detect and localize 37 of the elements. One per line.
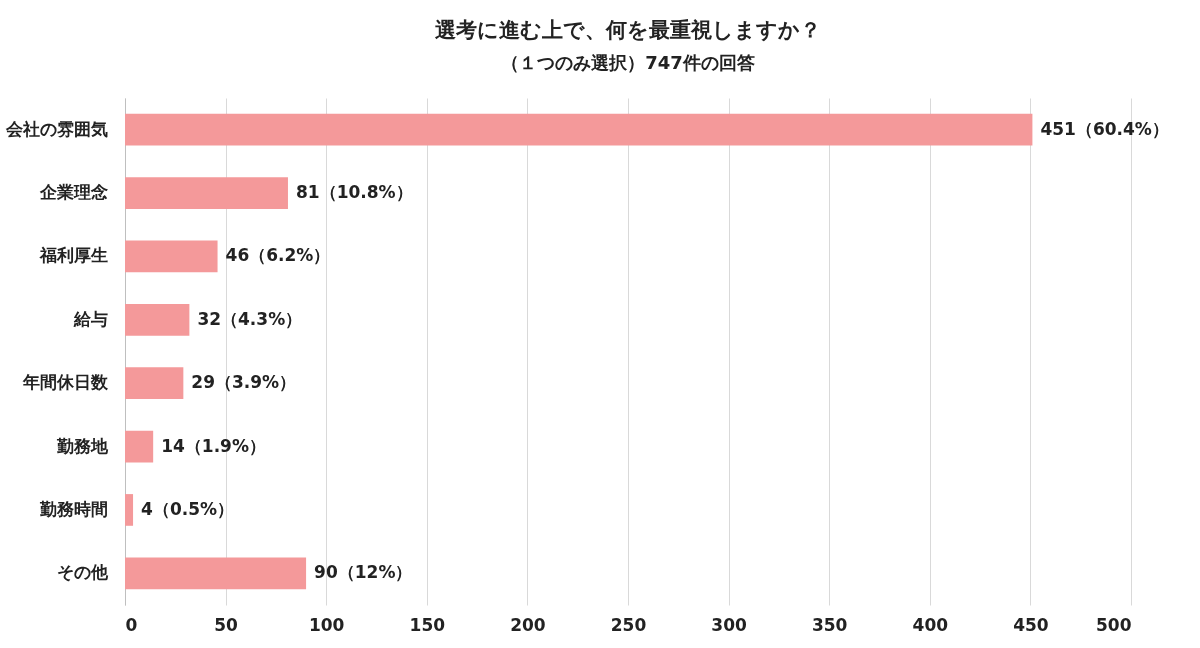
y-tick-label: 福利厚生 [38,245,108,266]
data-label: 46（6.2%） [225,245,331,266]
chart-title: 選考に進む上で、何を最重視しますか？ [435,18,821,42]
x-tick-label: 500 [1096,614,1132,635]
y-tick-label: 勤務地 [55,435,109,456]
data-label: 14（1.9%） [161,435,266,456]
bar [125,177,288,209]
x-tick-label: 400 [912,614,949,635]
data-label: 4（0.5%） [141,498,235,519]
data-label: 29（3.9%） [191,372,297,393]
x-tick-label: 450 [1013,614,1049,635]
x-tick-label: 0 [125,614,138,635]
bar [125,430,154,463]
y-tick-label: 年間休日数 [21,372,109,393]
y-tick-label: 給与 [72,308,108,329]
x-tick-label: 250 [610,614,647,635]
data-label: 451（60.4%） [1040,118,1169,139]
data-label: 32（4.3%） [197,308,303,329]
x-tick-label: 100 [308,614,345,635]
bar [125,494,134,526]
x-tick-label: 200 [510,614,546,635]
y-tick-label: その他 [56,562,109,583]
chart-subtitle: （１つのみ選択）747件の回答 [501,52,755,73]
bar [125,557,307,590]
data-label: 90（12%） [314,562,413,583]
bar [125,367,184,400]
x-tick-label: 350 [811,614,848,635]
y-tick-label: 勤務時間 [38,498,108,519]
y-tick-label: 企業理念 [38,182,108,203]
bar [125,303,190,336]
bar [125,113,1033,146]
x-tick-label: 50 [214,614,239,635]
bar [125,240,218,273]
x-tick-label: 300 [711,614,748,635]
x-tick-label: 150 [409,614,446,635]
data-label: 81（10.8%） [295,182,413,203]
y-tick-label: 会社の雰囲気 [4,118,108,139]
